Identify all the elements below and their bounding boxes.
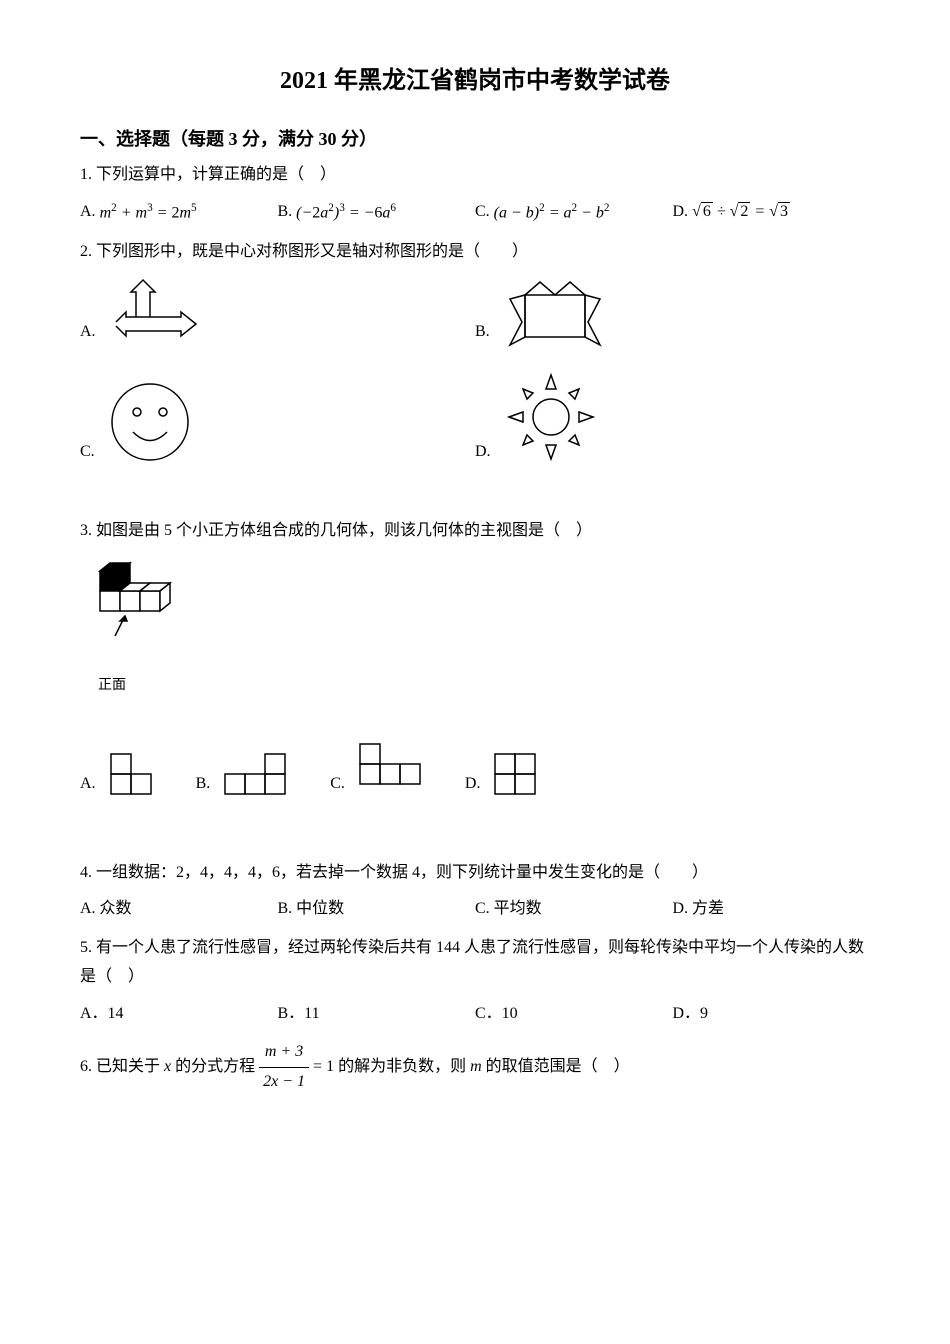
q1-b-label: B. bbox=[278, 198, 293, 227]
q2-option-c: C. bbox=[80, 367, 475, 467]
page-title: 2021 年黑龙江省鹤岗市中考数学试卷 bbox=[80, 60, 870, 95]
q1-c-label: C. bbox=[475, 198, 490, 227]
q1-option-d: D. 6 ÷ 2 = 3 bbox=[673, 198, 871, 228]
cube-composite-icon bbox=[80, 561, 190, 661]
q4-option-b: B. 中位数 bbox=[278, 895, 476, 924]
q3-b-label: B. bbox=[196, 770, 211, 799]
q5-option-d: D．9 bbox=[673, 1000, 871, 1029]
q3-d-label: D. bbox=[465, 770, 481, 799]
q5-option-b: B．11 bbox=[278, 1000, 476, 1029]
q3-b-icon bbox=[220, 749, 310, 799]
q4-option-d: D. 方差 bbox=[673, 895, 871, 924]
q1-c-expr: (a − b)2 = a2 − b2 bbox=[494, 198, 610, 228]
q6-eq: = 1 bbox=[313, 1058, 334, 1075]
banner-icon bbox=[500, 277, 610, 347]
q3-option-b: B. bbox=[196, 749, 311, 799]
q2-a-label: A. bbox=[80, 318, 96, 347]
q3-option-c: C. bbox=[330, 739, 445, 799]
q3-a-label: A. bbox=[80, 770, 96, 799]
q3-figure: 正面 bbox=[80, 561, 870, 699]
arrows-icon bbox=[106, 277, 206, 347]
q2-option-d: D. bbox=[475, 367, 870, 467]
q6-frac-den: 2x − 1 bbox=[259, 1068, 309, 1097]
q3-a-icon bbox=[106, 749, 176, 799]
sun-icon bbox=[501, 367, 601, 467]
q3-d-icon bbox=[490, 749, 560, 799]
section-1-header: 一、选择题（每题 3 分，满分 30 分） bbox=[80, 125, 870, 151]
q1-option-a: A. m2 + m3 = 2m5 bbox=[80, 198, 278, 228]
q1-a-expr: m2 + m3 = 2m5 bbox=[100, 198, 197, 228]
q1-d-expr: 6 ÷ 2 = 3 bbox=[692, 198, 790, 227]
q6-end: 的取值范围是（ ） bbox=[482, 1058, 630, 1075]
q2-b-label: B. bbox=[475, 318, 490, 347]
q5-stem: 5. 有一个人患了流行性感冒，经过两轮传染后共有 144 人患了流行性感冒，则每… bbox=[80, 934, 870, 992]
q3-caption: 正面 bbox=[98, 673, 870, 698]
q5-options: A．14 B．11 C．10 D．9 bbox=[80, 1000, 870, 1029]
q5-option-c: C．10 bbox=[475, 1000, 673, 1029]
q3-options: A. B. C. bbox=[80, 739, 870, 799]
q1-stem: 1. 下列运算中，计算正确的是（ ） bbox=[80, 161, 870, 190]
q1-b-expr: (−2a2)3 = −6a6 bbox=[296, 198, 396, 228]
q6-fraction: m + 3 2x − 1 bbox=[259, 1038, 309, 1097]
q3-stem: 3. 如图是由 5 个小正方体组合成的几何体，则该几何体的主视图是（ ） bbox=[80, 517, 870, 546]
q2-options: A. B. bbox=[80, 277, 870, 487]
question-5: 5. 有一个人患了流行性感冒，经过两轮传染后共有 144 人患了流行性感冒，则每… bbox=[80, 934, 870, 1028]
q6-frac-num: m + 3 bbox=[259, 1038, 309, 1068]
q6-mid: 的分式方程 bbox=[171, 1058, 259, 1075]
q3-c-icon bbox=[355, 739, 445, 799]
q1-d-label: D. bbox=[673, 198, 689, 227]
question-3: 3. 如图是由 5 个小正方体组合成的几何体，则该几何体的主视图是（ ） bbox=[80, 517, 870, 799]
q2-stem: 2. 下列图形中，既是中心对称图形又是轴对称图形的是（ ） bbox=[80, 238, 870, 267]
q3-option-d: D. bbox=[465, 749, 561, 799]
q6-prefix: 6. 已知关于 bbox=[80, 1058, 164, 1075]
q2-option-b: B. bbox=[475, 277, 870, 347]
q2-c-label: C. bbox=[80, 438, 95, 467]
q4-option-a: A. 众数 bbox=[80, 895, 278, 924]
q5-option-a: A．14 bbox=[80, 1000, 278, 1029]
question-1: 1. 下列运算中，计算正确的是（ ） A. m2 + m3 = 2m5 B. (… bbox=[80, 161, 870, 228]
q1-a-label: A. bbox=[80, 198, 96, 227]
q4-option-c: C. 平均数 bbox=[475, 895, 673, 924]
q1-option-b: B. (−2a2)3 = −6a6 bbox=[278, 198, 476, 228]
q4-options: A. 众数 B. 中位数 C. 平均数 D. 方差 bbox=[80, 895, 870, 924]
question-4: 4. 一组数据：2，4，4，4，6，若去掉一个数据 4，则下列统计量中发生变化的… bbox=[80, 859, 870, 925]
q3-c-label: C. bbox=[330, 770, 345, 799]
q6-suffix: 的解为非负数，则 bbox=[338, 1058, 470, 1075]
q1-options: A. m2 + m3 = 2m5 B. (−2a2)3 = −6a6 C. (a… bbox=[80, 198, 870, 228]
q1-option-c: C. (a − b)2 = a2 − b2 bbox=[475, 198, 673, 228]
question-2: 2. 下列图形中，既是中心对称图形又是轴对称图形的是（ ） A. B. bbox=[80, 238, 870, 487]
question-6: 6. 已知关于 x 的分式方程 m + 3 2x − 1 = 1 的解为非负数，… bbox=[80, 1038, 870, 1097]
q2-option-a: A. bbox=[80, 277, 475, 347]
q6-var-m: m bbox=[470, 1058, 482, 1075]
q4-stem: 4. 一组数据：2，4，4，4，6，若去掉一个数据 4，则下列统计量中发生变化的… bbox=[80, 859, 870, 888]
q3-option-a: A. bbox=[80, 749, 176, 799]
smiley-icon bbox=[105, 377, 195, 467]
q2-d-label: D. bbox=[475, 438, 491, 467]
